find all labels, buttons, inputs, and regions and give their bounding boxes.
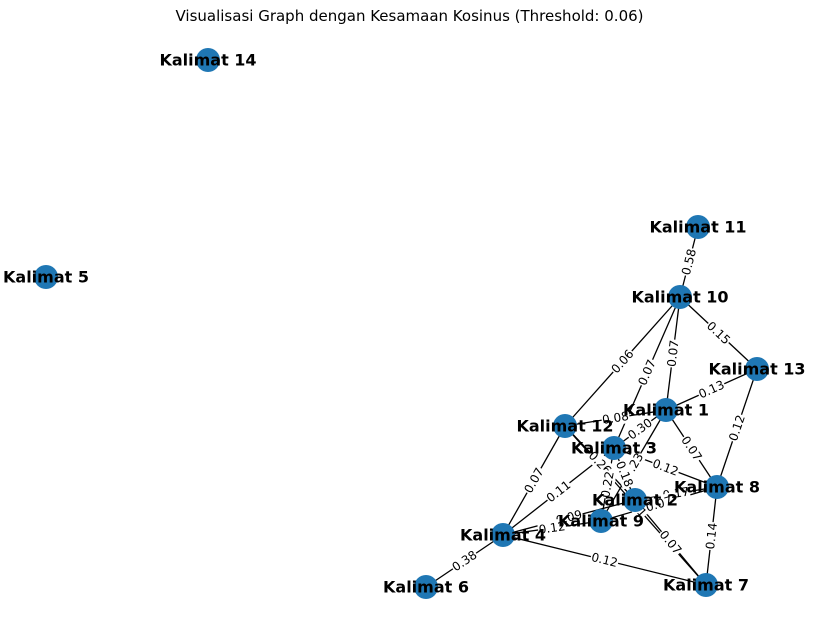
edge-label-group: 0.58 bbox=[677, 246, 700, 278]
edge-weight-label: 0.07 bbox=[657, 528, 685, 557]
edge-weight-label: 0.22 bbox=[598, 470, 616, 499]
node-k8 bbox=[705, 475, 729, 499]
edge-label-bg bbox=[589, 548, 621, 571]
node-label-k14: Kalimat 14 bbox=[159, 51, 256, 70]
edge-label-group: 0.07 bbox=[520, 464, 548, 497]
node-label-k13: Kalimat 13 bbox=[708, 360, 805, 379]
node-k2 bbox=[623, 488, 647, 512]
edge-label-bg bbox=[656, 526, 686, 558]
edge-label-group: 0.14 bbox=[701, 521, 721, 551]
edge-label-bg bbox=[724, 412, 749, 444]
node-label-k1: Kalimat 1 bbox=[623, 401, 709, 420]
node-label-k3: Kalimat 3 bbox=[571, 439, 657, 458]
node-label-k6: Kalimat 6 bbox=[383, 578, 469, 597]
edge-label-group: 0.08 bbox=[600, 407, 631, 428]
edge-label-bg bbox=[643, 492, 675, 515]
node-label-k12: Kalimat 12 bbox=[516, 417, 613, 436]
edge-weight-label: 0.11 bbox=[544, 478, 574, 506]
edge-label-bg bbox=[607, 345, 638, 377]
edge-weight-label: 0.07 bbox=[635, 357, 659, 387]
node-k13 bbox=[745, 357, 769, 381]
edge-label-bg bbox=[677, 432, 706, 465]
edge-weight-label: 0.12 bbox=[651, 456, 681, 479]
node-k10 bbox=[668, 285, 692, 309]
edge-label-bg bbox=[663, 338, 682, 369]
edge-label-bg bbox=[597, 469, 617, 500]
edge-label-bg bbox=[600, 407, 631, 428]
node-label-k11: Kalimat 11 bbox=[649, 218, 746, 237]
node-k12 bbox=[553, 414, 577, 438]
edge-label-group: 0.13 bbox=[695, 376, 728, 402]
edge-label-bg bbox=[677, 246, 700, 278]
edge-label-bg bbox=[612, 458, 638, 490]
edge-label-group: 0.07 bbox=[663, 338, 682, 369]
edge-label-group: 0.12 bbox=[589, 548, 621, 571]
edge-weight-label: 0.12 bbox=[538, 519, 566, 537]
edge-label-bg bbox=[537, 518, 567, 537]
edge-label-group: 0.38 bbox=[448, 546, 481, 575]
node-k14 bbox=[196, 48, 220, 72]
edge-weight-label: 0.58 bbox=[679, 247, 699, 276]
node-k3 bbox=[602, 436, 626, 460]
edge-weight-label: 0.07 bbox=[664, 339, 681, 367]
edge-label-group: 0.07 bbox=[677, 432, 706, 465]
node-label-k5: Kalimat 5 bbox=[3, 268, 89, 287]
graph-title: Visualisasi Graph dengan Kesamaan Kosinu… bbox=[175, 7, 644, 25]
edge-label-group: 0.07 bbox=[634, 356, 660, 389]
edge-label-bg bbox=[703, 317, 735, 348]
edge-label-bg bbox=[634, 356, 660, 389]
edge-weight-label: 0.14 bbox=[703, 522, 720, 550]
edge-weight-label: 0.13 bbox=[696, 378, 726, 402]
node-label-k4: Kalimat 4 bbox=[460, 526, 546, 545]
edge-weight-label: 0.08 bbox=[601, 409, 630, 427]
node-label-k7: Kalimat 7 bbox=[663, 576, 749, 595]
edge-label-bg bbox=[695, 376, 728, 402]
edge-label-bg bbox=[585, 447, 616, 478]
nodes-layer: Kalimat 1 Kalimat 2 Kalimat 3 Kalimat 4 Kali… bbox=[3, 48, 806, 599]
edge-weight-label: 0.12 bbox=[590, 550, 619, 570]
node-k5 bbox=[34, 265, 58, 289]
edge-label-bg bbox=[701, 521, 721, 551]
edge-label-group: 0.12 bbox=[649, 455, 682, 480]
node-k4 bbox=[491, 523, 515, 547]
edge-label-group: 0.12 bbox=[724, 412, 749, 444]
edge-label-bg bbox=[448, 546, 481, 575]
edge-label-group: 0.22 bbox=[597, 469, 617, 500]
node-k9 bbox=[589, 509, 613, 533]
edge-label-bg bbox=[649, 455, 682, 480]
node-label-k10: Kalimat 10 bbox=[631, 288, 728, 307]
edge-weight-label: 0.12 bbox=[726, 413, 748, 443]
node-label-k8: Kalimat 8 bbox=[674, 478, 760, 497]
node-k6 bbox=[414, 575, 438, 599]
node-label-k2: Kalimat 2 bbox=[592, 491, 678, 510]
node-k7 bbox=[694, 573, 718, 597]
edge-label-bg bbox=[520, 464, 548, 497]
node-k11 bbox=[686, 215, 710, 239]
node-k1 bbox=[654, 398, 678, 422]
node-label-k9: Kalimat 9 bbox=[558, 512, 644, 531]
edge-label-bg bbox=[542, 476, 574, 506]
edge-label-group: 0.11 bbox=[542, 476, 574, 506]
edge-label-bg bbox=[623, 414, 656, 443]
edge-label-group: 0.12 bbox=[537, 518, 567, 537]
